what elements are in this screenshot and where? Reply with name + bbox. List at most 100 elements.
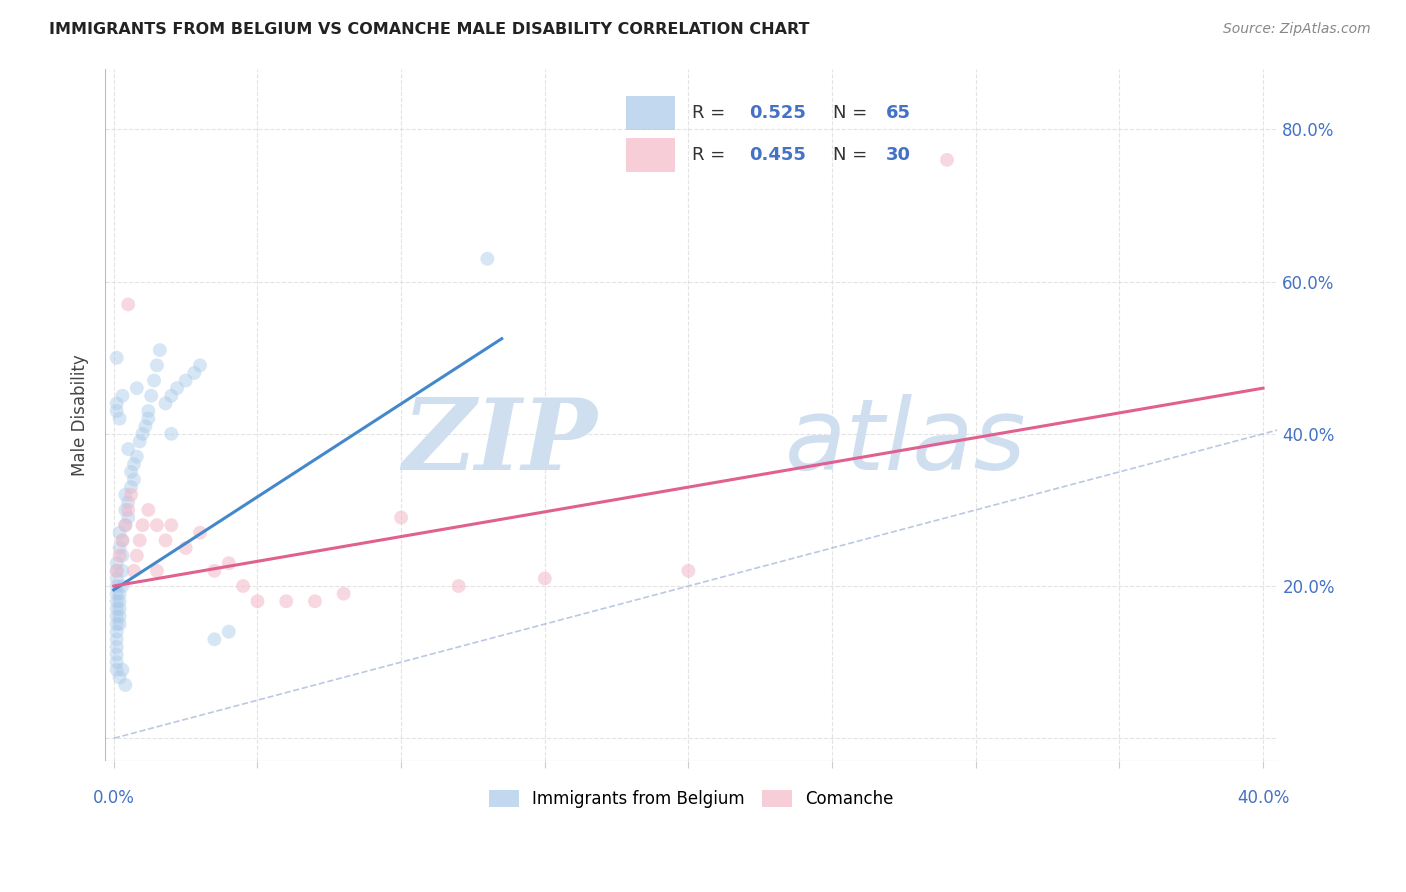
Point [105,609,128,624]
Point [105,663,128,677]
Point [114,518,136,533]
Point [136,411,159,425]
Point [111,389,134,403]
Point [276,594,298,608]
Point [131,518,153,533]
Point [125,450,148,464]
Point [108,602,131,616]
Point [117,503,139,517]
Point [146,518,169,533]
Text: ZIP: ZIP [402,394,598,491]
Point [136,503,159,517]
Point [174,374,197,388]
Point [105,624,128,639]
Point [533,571,555,585]
Point [120,480,142,494]
Point [160,518,183,533]
Point [174,541,197,555]
Point [232,579,254,593]
Point [108,411,131,425]
Point [114,518,136,533]
Point [131,426,153,441]
Point [188,359,211,373]
Point [108,617,131,632]
Point [105,648,128,662]
Point [155,533,177,548]
Point [389,510,412,524]
Point [114,678,136,692]
Point [678,564,700,578]
Point [160,426,183,441]
Point [160,389,183,403]
Point [202,564,225,578]
Point [122,457,145,471]
Point [108,587,131,601]
Point [105,564,128,578]
Point [202,632,225,647]
Y-axis label: Male Disability: Male Disability [72,354,89,475]
Point [105,594,128,608]
Point [108,541,131,555]
Point [183,366,205,380]
Point [936,153,959,167]
Point [111,663,134,677]
Text: 0.0%: 0.0% [93,789,135,806]
Point [108,525,131,540]
Point [304,594,326,608]
Point [146,564,169,578]
Legend: Immigrants from Belgium, Comanche: Immigrants from Belgium, Comanche [482,783,900,815]
Point [105,571,128,585]
Point [108,549,131,563]
Point [105,579,128,593]
Point [105,632,128,647]
Point [246,594,269,608]
Point [117,442,139,456]
Point [125,381,148,395]
Text: 40.0%: 40.0% [1237,789,1289,806]
Point [149,343,172,357]
Point [166,381,188,395]
Point [120,465,142,479]
Point [155,396,177,410]
Text: IMMIGRANTS FROM BELGIUM VS COMANCHE MALE DISABILITY CORRELATION CHART: IMMIGRANTS FROM BELGIUM VS COMANCHE MALE… [49,22,810,37]
Point [120,488,142,502]
Point [114,503,136,517]
Point [111,564,134,578]
Point [136,404,159,418]
Point [105,556,128,570]
Point [117,297,139,311]
Point [128,434,150,449]
Text: Source: ZipAtlas.com: Source: ZipAtlas.com [1223,22,1371,37]
Point [218,556,240,570]
Point [117,510,139,524]
Point [105,640,128,654]
Point [146,359,169,373]
Point [143,374,166,388]
Point [105,564,128,578]
Point [128,533,150,548]
Point [117,495,139,509]
Point [111,533,134,548]
Point [105,351,128,365]
Point [105,396,128,410]
Point [105,602,128,616]
Point [188,525,211,540]
Point [108,670,131,684]
Point [477,252,499,266]
Point [105,617,128,632]
Point [111,549,134,563]
Point [105,404,128,418]
Point [105,587,128,601]
Point [134,419,156,434]
Point [111,579,134,593]
Text: atlas: atlas [785,394,1026,491]
Point [114,488,136,502]
Point [141,389,163,403]
Point [108,609,131,624]
Point [125,549,148,563]
Point [447,579,470,593]
Point [108,594,131,608]
Point [218,624,240,639]
Point [122,564,145,578]
Point [105,655,128,669]
